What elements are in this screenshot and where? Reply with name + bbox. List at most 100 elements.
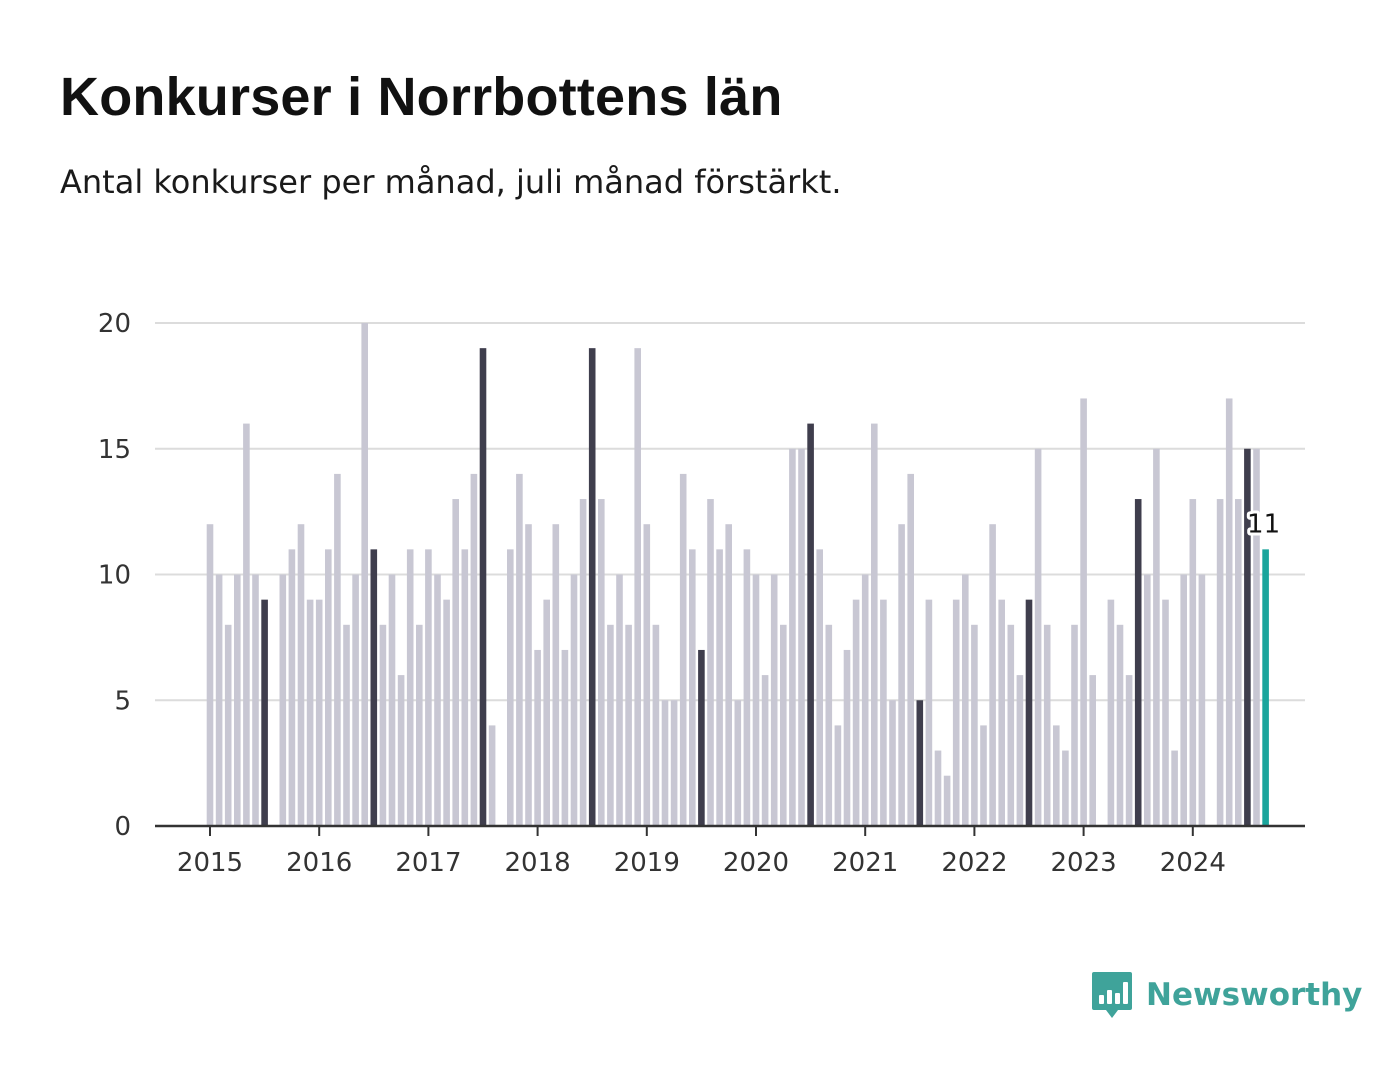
bar-2020-06 [798, 448, 805, 826]
bar-2016-05 [352, 574, 359, 826]
y-tick-label: 15 [98, 435, 131, 465]
bar-2019-12 [743, 549, 751, 826]
bar-2015-11 [297, 524, 305, 826]
bar-2019-08 [707, 499, 714, 826]
bar-2022-09 [1043, 624, 1051, 826]
newsworthy-logo-icon [1092, 972, 1132, 1018]
bar-2021-04 [889, 700, 896, 826]
bar-2016-04 [343, 624, 350, 826]
bar-2020-03 [770, 574, 778, 826]
bar-2023-01 [1080, 398, 1087, 826]
bar-2016-06 [361, 323, 368, 826]
bar-2016-08 [379, 624, 387, 826]
bar-2021-02 [871, 423, 878, 826]
x-tick-label: 2023 [1051, 848, 1117, 878]
bar-2023-09 [1153, 448, 1160, 826]
bar-2018-11 [625, 624, 632, 826]
bar-2015-06 [252, 574, 259, 826]
bar-2024-06 [1235, 499, 1242, 826]
bar-2018-09 [607, 624, 614, 826]
bar-2018-12 [634, 348, 641, 826]
bar-2018-08 [598, 499, 605, 826]
axes: 0 5 10 15 20 2015 2016 2017 2018 2019 2020 2021 2022… [98, 309, 1305, 878]
y-tick-label: 10 [98, 561, 131, 591]
x-tick-label: 2018 [505, 848, 571, 878]
bar-2021-12 [962, 574, 969, 826]
bar-2019-02 [652, 624, 660, 826]
bar-2020-01 [752, 574, 760, 826]
bar-2015-12 [306, 599, 314, 826]
bar-2022-06 [1016, 675, 1024, 826]
bar-2018-07 [588, 348, 596, 826]
bar-2021-07 [916, 700, 924, 826]
bar-2016-12 [416, 624, 423, 826]
bar-2015-01 [206, 524, 214, 826]
newsworthy-brand[interactable]: Newsworthy [1090, 970, 1362, 1020]
bar-2021-09 [934, 750, 942, 826]
bar-2021-03 [880, 599, 887, 826]
bar-2016-02 [325, 549, 332, 826]
bar-2018-04 [561, 649, 569, 826]
bar-2023-12 [1180, 574, 1187, 826]
bar-2023-08 [1144, 574, 1151, 826]
chart-title: Konkurser i Norrbottens län [60, 67, 783, 127]
bar-2022-10 [1053, 725, 1060, 826]
bar-2022-01 [971, 624, 978, 826]
bar-2019-01 [643, 524, 651, 826]
bar-2024-04 [1216, 499, 1224, 826]
bar-2015-03 [224, 624, 232, 826]
bar-2024-07 [1244, 448, 1251, 826]
bar-2015-10 [288, 549, 296, 826]
bar-2019-03 [661, 700, 669, 826]
data-labels: 11 [1244, 506, 1283, 542]
y-tick-label: 5 [114, 686, 131, 716]
bar-2017-10 [507, 549, 514, 826]
bar-2019-09 [716, 549, 723, 826]
x-tick-label: 2024 [1160, 848, 1226, 878]
bar-2024-09 [1262, 549, 1269, 826]
bar-2020-05 [789, 448, 796, 826]
bar-2021-08 [925, 599, 933, 826]
bar-2022-02 [980, 725, 987, 826]
bar-2024-08 [1253, 448, 1260, 826]
bar-2023-07 [1134, 499, 1142, 826]
bar-2020-02 [761, 675, 769, 826]
x-tick-label: 2022 [941, 848, 1007, 878]
bar-2018-01 [534, 649, 541, 826]
bar-2020-12 [852, 599, 860, 826]
bar-2024-05 [1225, 398, 1233, 826]
bar-2021-05 [898, 524, 905, 826]
bar-2021-06 [907, 473, 914, 826]
bar-2018-10 [616, 574, 623, 826]
y-tick-label: 20 [98, 309, 131, 339]
bar-2017-07 [479, 348, 487, 826]
bar-2015-02 [215, 574, 223, 826]
bar-2020-07 [807, 423, 814, 826]
bar-2017-11 [516, 473, 523, 826]
bar-2022-11 [1062, 750, 1069, 826]
bar-2022-08 [1034, 448, 1042, 826]
bar-2020-04 [780, 624, 787, 826]
bar-2017-12 [525, 524, 532, 826]
bar-2020-08 [816, 549, 823, 826]
bar-2016-11 [406, 549, 414, 826]
bar-2020-09 [825, 624, 833, 826]
bar-2016-03 [334, 473, 341, 826]
bar-2016-07 [370, 549, 378, 826]
bar-2023-10 [1162, 599, 1169, 826]
bar-2021-11 [952, 599, 960, 826]
bar-2022-07 [1025, 599, 1033, 826]
bar-2015-05 [243, 423, 250, 826]
bar-2017-01 [425, 549, 432, 826]
chart-subtitle: Antal konkurser per månad, juli månad fö… [60, 163, 842, 201]
bar-2021-10 [943, 775, 951, 826]
bar-2021-01 [861, 574, 869, 826]
bar-2019-06 [689, 549, 696, 826]
bar-2023-11 [1171, 750, 1178, 826]
bar-2016-09 [388, 574, 396, 826]
bar-2024-02 [1198, 574, 1206, 826]
bar-2015-09 [279, 574, 287, 826]
bar-2019-07 [698, 649, 705, 826]
bar-2016-01 [315, 599, 323, 826]
